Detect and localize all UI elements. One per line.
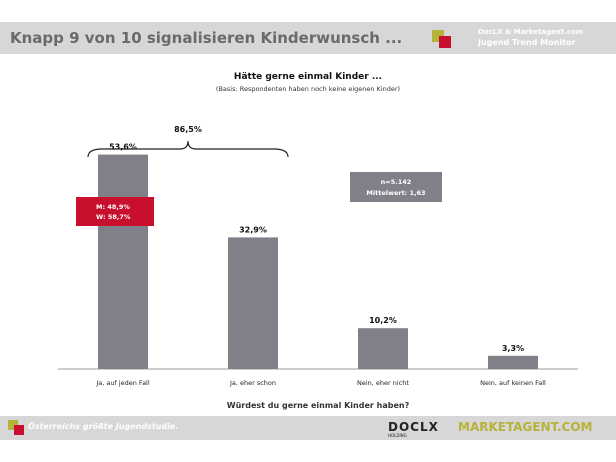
brace — [87, 140, 289, 158]
tick-label: Ja, eher schon — [229, 379, 276, 387]
brand-line-1: DocLX & Marketagent.com — [478, 28, 584, 36]
gender-box-m: M: 48,9% — [96, 203, 130, 211]
info-box-mean: Mittelwert: 1,63 — [366, 189, 425, 197]
chart-title: Hätte gerne einmal Kinder ... — [233, 72, 383, 82]
bar — [358, 328, 408, 369]
gender-box-w: W: 58,7% — [96, 213, 131, 221]
gender-box — [76, 197, 154, 226]
brand-logo-icon — [432, 30, 451, 48]
bar — [98, 154, 148, 369]
tick-label: Nein, eher nicht — [357, 379, 409, 387]
data-label: 32,9% — [239, 225, 267, 234]
brand-line-2: Jugend Trend Monitor — [478, 38, 576, 47]
chart-basis: (Basis: Respondenten haben noch keine ei… — [215, 85, 401, 93]
bar — [488, 355, 538, 369]
data-label: 3,3% — [502, 344, 524, 353]
tick-label: Ja, auf jeden Fall — [95, 379, 150, 387]
page-title: Knapp 9 von 10 signalisieren Kinderwunsc… — [10, 29, 403, 47]
data-label: 53,6% — [109, 143, 137, 152]
marketagent-logo: MARKETAGENT.COM — [458, 420, 593, 434]
footer-logo-icon — [8, 420, 24, 435]
footer-tagline: Österreichs größte Jugendstudie. — [28, 422, 179, 431]
tick-label: Nein, auf keinen Fall — [480, 379, 546, 387]
doclix-logo: DOCLX — [388, 420, 439, 434]
brace-label: 86,5% — [174, 125, 202, 134]
footer-bar: Österreichs größte Jugendstudie. DOCLX H… — [0, 416, 616, 440]
info-box-n: n=5.142 — [381, 178, 412, 186]
x-axis-title: Würdest du gerne einmal Kinder haben? — [227, 401, 410, 410]
info-box — [350, 172, 442, 202]
header-bar: Knapp 9 von 10 signalisieren Kinderwunsc… — [0, 22, 616, 54]
doclix-logo-sub: HOLDING — [388, 433, 407, 438]
data-label: 10,2% — [369, 316, 397, 325]
bar — [228, 237, 278, 369]
